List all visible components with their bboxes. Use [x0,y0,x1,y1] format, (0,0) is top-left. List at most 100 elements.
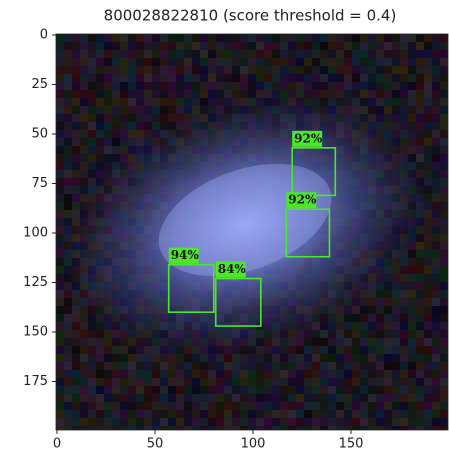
noise-pixel [96,346,104,354]
noise-pixel [336,402,344,410]
noise-pixel [184,34,192,42]
noise-pixel [72,146,80,154]
noise-pixel [144,90,152,98]
noise-pixel [424,266,432,274]
noise-pixel [312,378,320,386]
noise-pixel [376,402,384,410]
noise-pixel [88,130,96,138]
noise-pixel [352,322,360,330]
noise-pixel [296,386,304,394]
noise-pixel [144,378,152,386]
noise-pixel [80,154,88,162]
noise-pixel [376,98,384,106]
noise-pixel [200,386,208,394]
noise-pixel [280,346,288,354]
noise-pixel [424,74,432,82]
noise-pixel [440,90,448,98]
noise-pixel [248,378,256,386]
noise-pixel [112,58,120,66]
noise-pixel [416,354,424,362]
noise-pixel [384,338,392,346]
score-label: 94% [171,248,200,262]
noise-pixel [392,282,400,290]
noise-pixel [344,418,352,426]
noise-pixel [376,90,384,98]
noise-pixel [400,90,408,98]
noise-pixel [104,146,112,154]
noise-pixel [392,74,400,82]
noise-pixel [104,34,112,42]
noise-pixel [288,394,296,402]
noise-pixel [272,370,280,378]
noise-pixel [424,394,432,402]
noise-pixel [136,418,144,426]
noise-pixel [120,402,128,410]
noise-pixel [72,386,80,394]
noise-pixel [424,50,432,58]
noise-pixel [432,114,440,122]
noise-pixel [392,66,400,74]
noise-pixel [64,138,72,146]
noise-pixel [312,66,320,74]
noise-pixel [192,66,200,74]
noise-pixel [56,394,64,402]
noise-pixel [160,82,168,90]
noise-pixel [376,370,384,378]
noise-pixel [72,42,80,50]
noise-pixel [192,98,200,106]
noise-pixel [232,402,240,410]
noise-pixel [440,186,448,194]
noise-pixel [80,74,88,82]
noise-pixel [296,66,304,74]
noise-pixel [224,58,232,66]
noise-pixel [400,386,408,394]
noise-pixel [112,114,120,122]
noise-pixel [160,42,168,50]
noise-pixel [416,106,424,114]
noise-pixel [424,330,432,338]
noise-pixel [408,90,416,98]
noise-pixel [336,426,344,430]
noise-pixel [360,74,368,82]
noise-pixel [192,418,200,426]
noise-pixel [368,346,376,354]
noise-pixel [224,34,232,42]
noise-pixel [360,330,368,338]
noise-pixel [104,122,112,130]
noise-pixel [424,58,432,66]
noise-pixel [96,66,104,74]
noise-pixel [432,386,440,394]
noise-pixel [312,82,320,90]
noise-pixel [296,42,304,50]
noise-pixel [424,98,432,106]
noise-pixel [288,42,296,50]
noise-pixel [56,138,64,146]
noise-pixel [56,122,64,130]
noise-pixel [416,258,424,266]
noise-pixel [176,362,184,370]
noise-pixel [72,90,80,98]
noise-pixel [200,58,208,66]
x-tick-label: 0 [53,437,61,452]
noise-pixel [296,426,304,430]
noise-pixel [240,410,248,418]
noise-pixel [176,34,184,42]
noise-pixel [440,346,448,354]
noise-pixel [424,274,432,282]
noise-pixel [120,130,128,138]
noise-pixel [368,82,376,90]
noise-pixel [264,426,272,430]
noise-pixel [432,258,440,266]
noise-pixel [72,58,80,66]
noise-pixel [344,370,352,378]
noise-pixel [432,314,440,322]
noise-pixel [216,362,224,370]
noise-pixel [176,90,184,98]
noise-pixel [200,34,208,42]
noise-pixel [336,418,344,426]
noise-pixel [320,34,328,42]
noise-pixel [416,282,424,290]
y-tick-label: 50 [31,126,48,141]
noise-pixel [96,138,104,146]
noise-pixel [136,34,144,42]
